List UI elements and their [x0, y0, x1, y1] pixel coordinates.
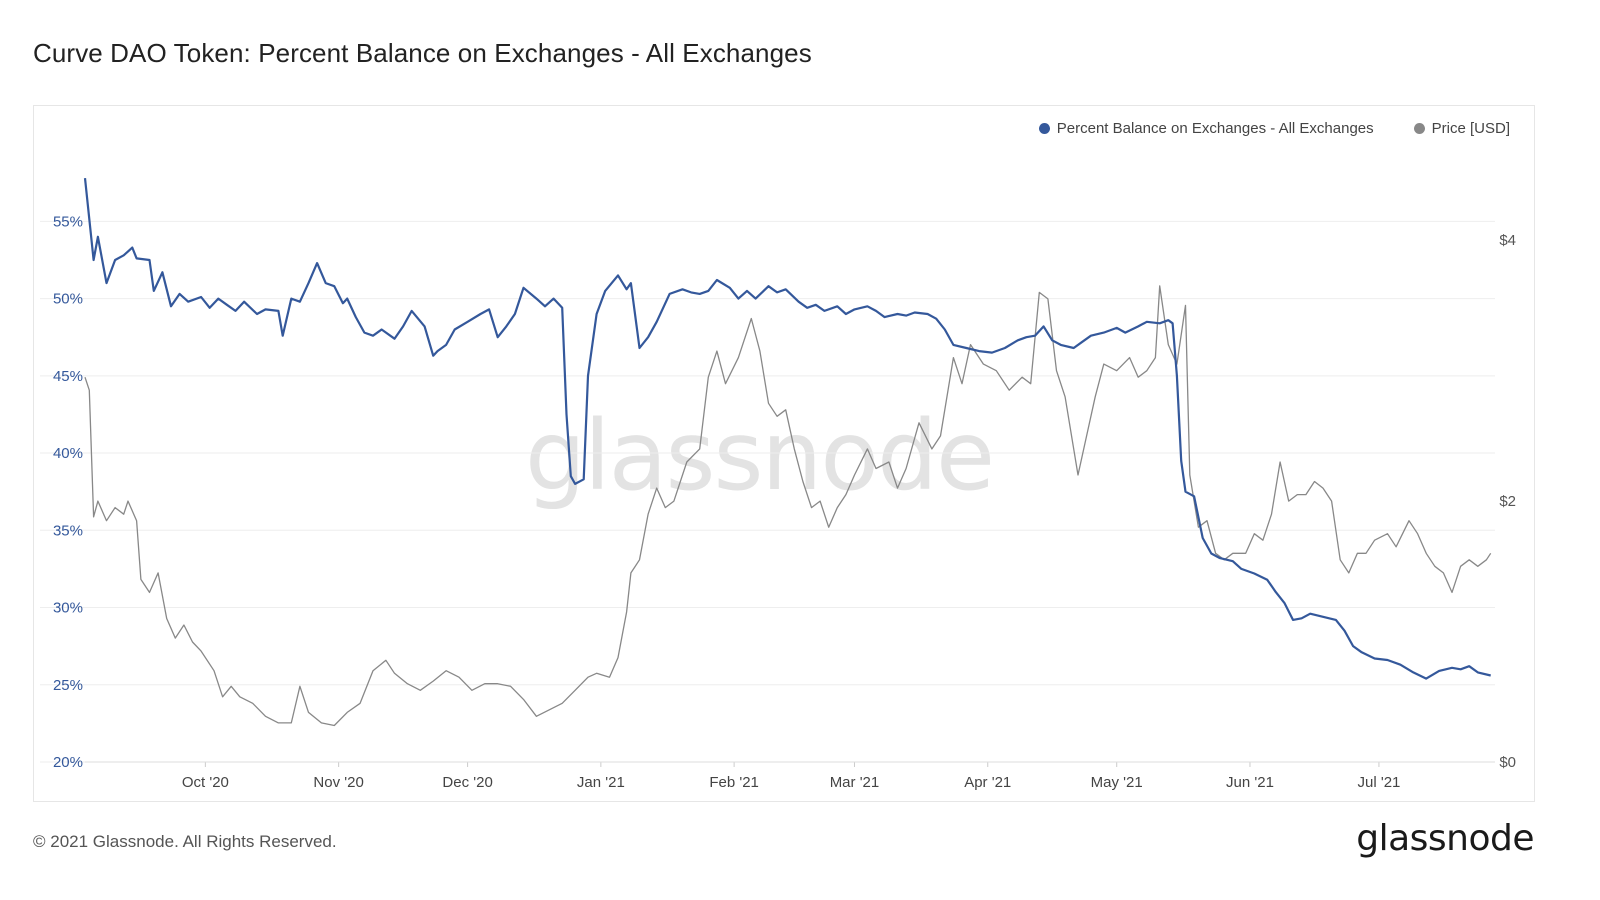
- y-right-tick-label: $2: [1499, 493, 1516, 510]
- x-tick-label: Jun '21: [1226, 774, 1274, 791]
- x-tick-label: Dec '20: [442, 774, 492, 791]
- y-left-tick-label: 55%: [53, 213, 83, 230]
- x-tick-label: May '21: [1091, 774, 1143, 791]
- y-left-tick-label: 45%: [53, 368, 83, 385]
- chart-legend: Percent Balance on Exchanges - All Excha…: [1038, 120, 1510, 137]
- y-left-tick-label: 50%: [53, 291, 83, 308]
- series-line-balance: [83, 177, 1491, 680]
- x-tick-label: Jul '21: [1357, 774, 1400, 791]
- legend-dot-balance: [1038, 123, 1050, 134]
- y-left-tick-label: 40%: [53, 445, 83, 462]
- legend-dot-price: [1413, 123, 1425, 134]
- y-left-tick-label: 20%: [53, 754, 83, 771]
- y-left-tick-label: 25%: [53, 677, 83, 694]
- legend-item-balance[interactable]: Percent Balance on Exchanges - All Excha…: [1038, 120, 1374, 137]
- legend-label-price: Price [USD]: [1431, 120, 1510, 137]
- legend-item-price[interactable]: Price [USD]: [1413, 120, 1510, 137]
- x-tick-label: Apr '21: [964, 774, 1011, 791]
- x-tick-label: Mar '21: [830, 774, 880, 791]
- x-tick-label: Oct '20: [182, 774, 229, 791]
- series-line-price: [84, 285, 1492, 727]
- x-tick-label: Jan '21: [577, 774, 625, 791]
- chart-title: Curve DAO Token: Percent Balance on Exch…: [33, 38, 812, 68]
- legend-label-balance: Percent Balance on Exchanges - All Excha…: [1056, 120, 1374, 137]
- x-tick-label: Feb '21: [709, 774, 759, 791]
- x-tick-label: Nov '20: [313, 774, 363, 791]
- y-left-tick-label: 30%: [53, 600, 83, 617]
- y-right-tick-label: $0: [1499, 754, 1516, 771]
- y-left-tick-label: 35%: [53, 522, 83, 539]
- copyright-footer: © 2021 Glassnode. All Rights Reserved.: [33, 832, 337, 851]
- glassnode-logo[interactable]: glassnode: [1356, 818, 1534, 859]
- y-right-tick-label: $4: [1499, 232, 1516, 249]
